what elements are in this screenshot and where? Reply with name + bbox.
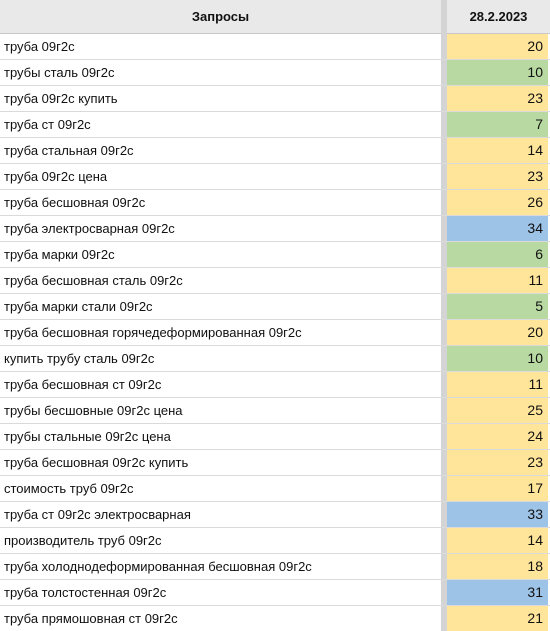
query-cell[interactable]: стоимость труб 09г2с [4,481,134,496]
table-row: труба холоднодеформированная бесшовная 0… [0,554,550,580]
table-row: труба ст 09г2с 7 [0,112,550,138]
query-cell[interactable]: труба бесшовная сталь 09г2с [4,273,183,288]
table-body: труба 09г2с 20 трубы сталь 09г2с 10 труба 09… [0,34,550,631]
query-cell[interactable]: труба ст 09г2с электросварная [4,507,191,522]
table-row: трубы сталь 09г2с 10 [0,60,550,86]
value-cell[interactable]: 25 [447,398,548,423]
value-cell[interactable]: 34 [447,216,548,241]
table-row: трубы стальные 09г2с цена 24 [0,424,550,450]
value-cell[interactable]: 11 [447,372,548,397]
table-row: труба толстостенная 09г2с 31 [0,580,550,606]
cell-edge [548,34,550,59]
header-row: Запросы 28.2.2023 [0,0,550,34]
cell-edge [548,528,550,553]
table-row: труба бесшовная сталь 09г2с 11 [0,268,550,294]
table-row: труба электросварная 09г2с 34 [0,216,550,242]
table-row: труба бесшовная ст 09г2с 11 [0,372,550,398]
query-cell[interactable]: производитель труб 09г2с [4,533,162,548]
table-row: трубы бесшовные 09г2с цена 25 [0,398,550,424]
query-cell[interactable]: труба 09г2с цена [4,169,108,184]
value-cell[interactable]: 23 [447,164,548,189]
table-row: труба марки стали 09г2с 5 [0,294,550,320]
value-cell[interactable]: 10 [447,60,548,85]
table-row: труба прямошовная ст 09г2с 21 [0,606,550,631]
cell-edge [548,294,550,319]
value-cell[interactable]: 33 [447,502,548,527]
query-cell[interactable]: труба бесшовная 09г2с купить [4,455,189,470]
value-cell[interactable]: 21 [447,606,548,631]
cell-edge [548,138,550,163]
cell-edge [548,476,550,501]
table-row: труба бесшовная 09г2с купить 23 [0,450,550,476]
table-row: труба стальная 09г2с 14 [0,138,550,164]
table-row: труба бесшовная горячедеформированная 09… [0,320,550,346]
query-cell[interactable]: труба 09г2с купить [4,91,118,106]
query-cell[interactable]: трубы стальные 09г2с цена [4,429,171,444]
table-row: производитель труб 09г2с 14 [0,528,550,554]
table-row: труба ст 09г2с электросварная 33 [0,502,550,528]
query-cell[interactable]: труба ст 09г2с [4,117,91,132]
cell-edge [548,112,550,137]
value-cell[interactable]: 23 [447,86,548,111]
query-cell[interactable]: труба бесшовная ст 09г2с [4,377,162,392]
query-cell[interactable]: купить трубу сталь 09г2с [4,351,155,366]
header-queries[interactable]: Запросы [191,9,250,24]
cell-edge [548,554,550,579]
cell-edge [548,424,550,449]
query-cell[interactable]: трубы сталь 09г2с [4,65,115,80]
cell-edge [548,346,550,371]
query-cell[interactable]: труба 09г2с [4,39,75,54]
value-cell[interactable]: 20 [447,320,548,345]
query-cell[interactable]: труба прямошовная ст 09г2с [4,611,178,626]
table-row: труба 09г2с купить 23 [0,86,550,112]
value-cell[interactable]: 18 [447,554,548,579]
table-row: труба 09г2с 20 [0,34,550,60]
query-cell[interactable]: труба бесшовная горячедеформированная 09… [4,325,302,340]
query-cell[interactable]: трубы бесшовные 09г2с цена [4,403,183,418]
cell-edge [548,216,550,241]
query-cell[interactable]: труба бесшовная 09г2с [4,195,146,210]
column-separator [441,0,447,631]
table-row: труба бесшовная 09г2с 26 [0,190,550,216]
value-cell[interactable]: 14 [447,138,548,163]
cell-edge [548,86,550,111]
value-cell[interactable]: 14 [447,528,548,553]
table-row: стоимость труб 09г2с 17 [0,476,550,502]
query-cell[interactable]: труба марки 09г2с [4,247,115,262]
value-cell[interactable]: 7 [447,112,548,137]
cell-edge [548,190,550,215]
value-cell[interactable]: 6 [447,242,548,267]
cell-edge [548,268,550,293]
cell-edge [548,450,550,475]
value-cell[interactable]: 5 [447,294,548,319]
cell-edge [548,164,550,189]
cell-edge [548,372,550,397]
value-cell[interactable]: 23 [447,450,548,475]
header-date[interactable]: 28.2.2023 [469,9,528,24]
query-cell[interactable]: труба стальная 09г2с [4,143,134,158]
table-row: труба 09г2с цена 23 [0,164,550,190]
cell-edge [548,242,550,267]
query-cell[interactable]: труба марки стали 09г2с [4,299,153,314]
cell-edge [548,60,550,85]
value-cell[interactable]: 24 [447,424,548,449]
cell-edge [548,320,550,345]
value-cell[interactable]: 31 [447,580,548,605]
table-row: труба марки 09г2с 6 [0,242,550,268]
value-cell[interactable]: 11 [447,268,548,293]
cell-edge [548,398,550,423]
value-cell[interactable]: 17 [447,476,548,501]
value-cell[interactable]: 10 [447,346,548,371]
query-cell[interactable]: труба холоднодеформированная бесшовная 0… [4,559,312,574]
table-row: купить трубу сталь 09г2с 10 [0,346,550,372]
value-cell[interactable]: 20 [447,34,548,59]
cell-edge [548,580,550,605]
value-cell[interactable]: 26 [447,190,548,215]
query-cell[interactable]: труба толстостенная 09г2с [4,585,167,600]
query-cell[interactable]: труба электросварная 09г2с [4,221,175,236]
cell-edge [548,502,550,527]
cell-edge [548,606,550,631]
